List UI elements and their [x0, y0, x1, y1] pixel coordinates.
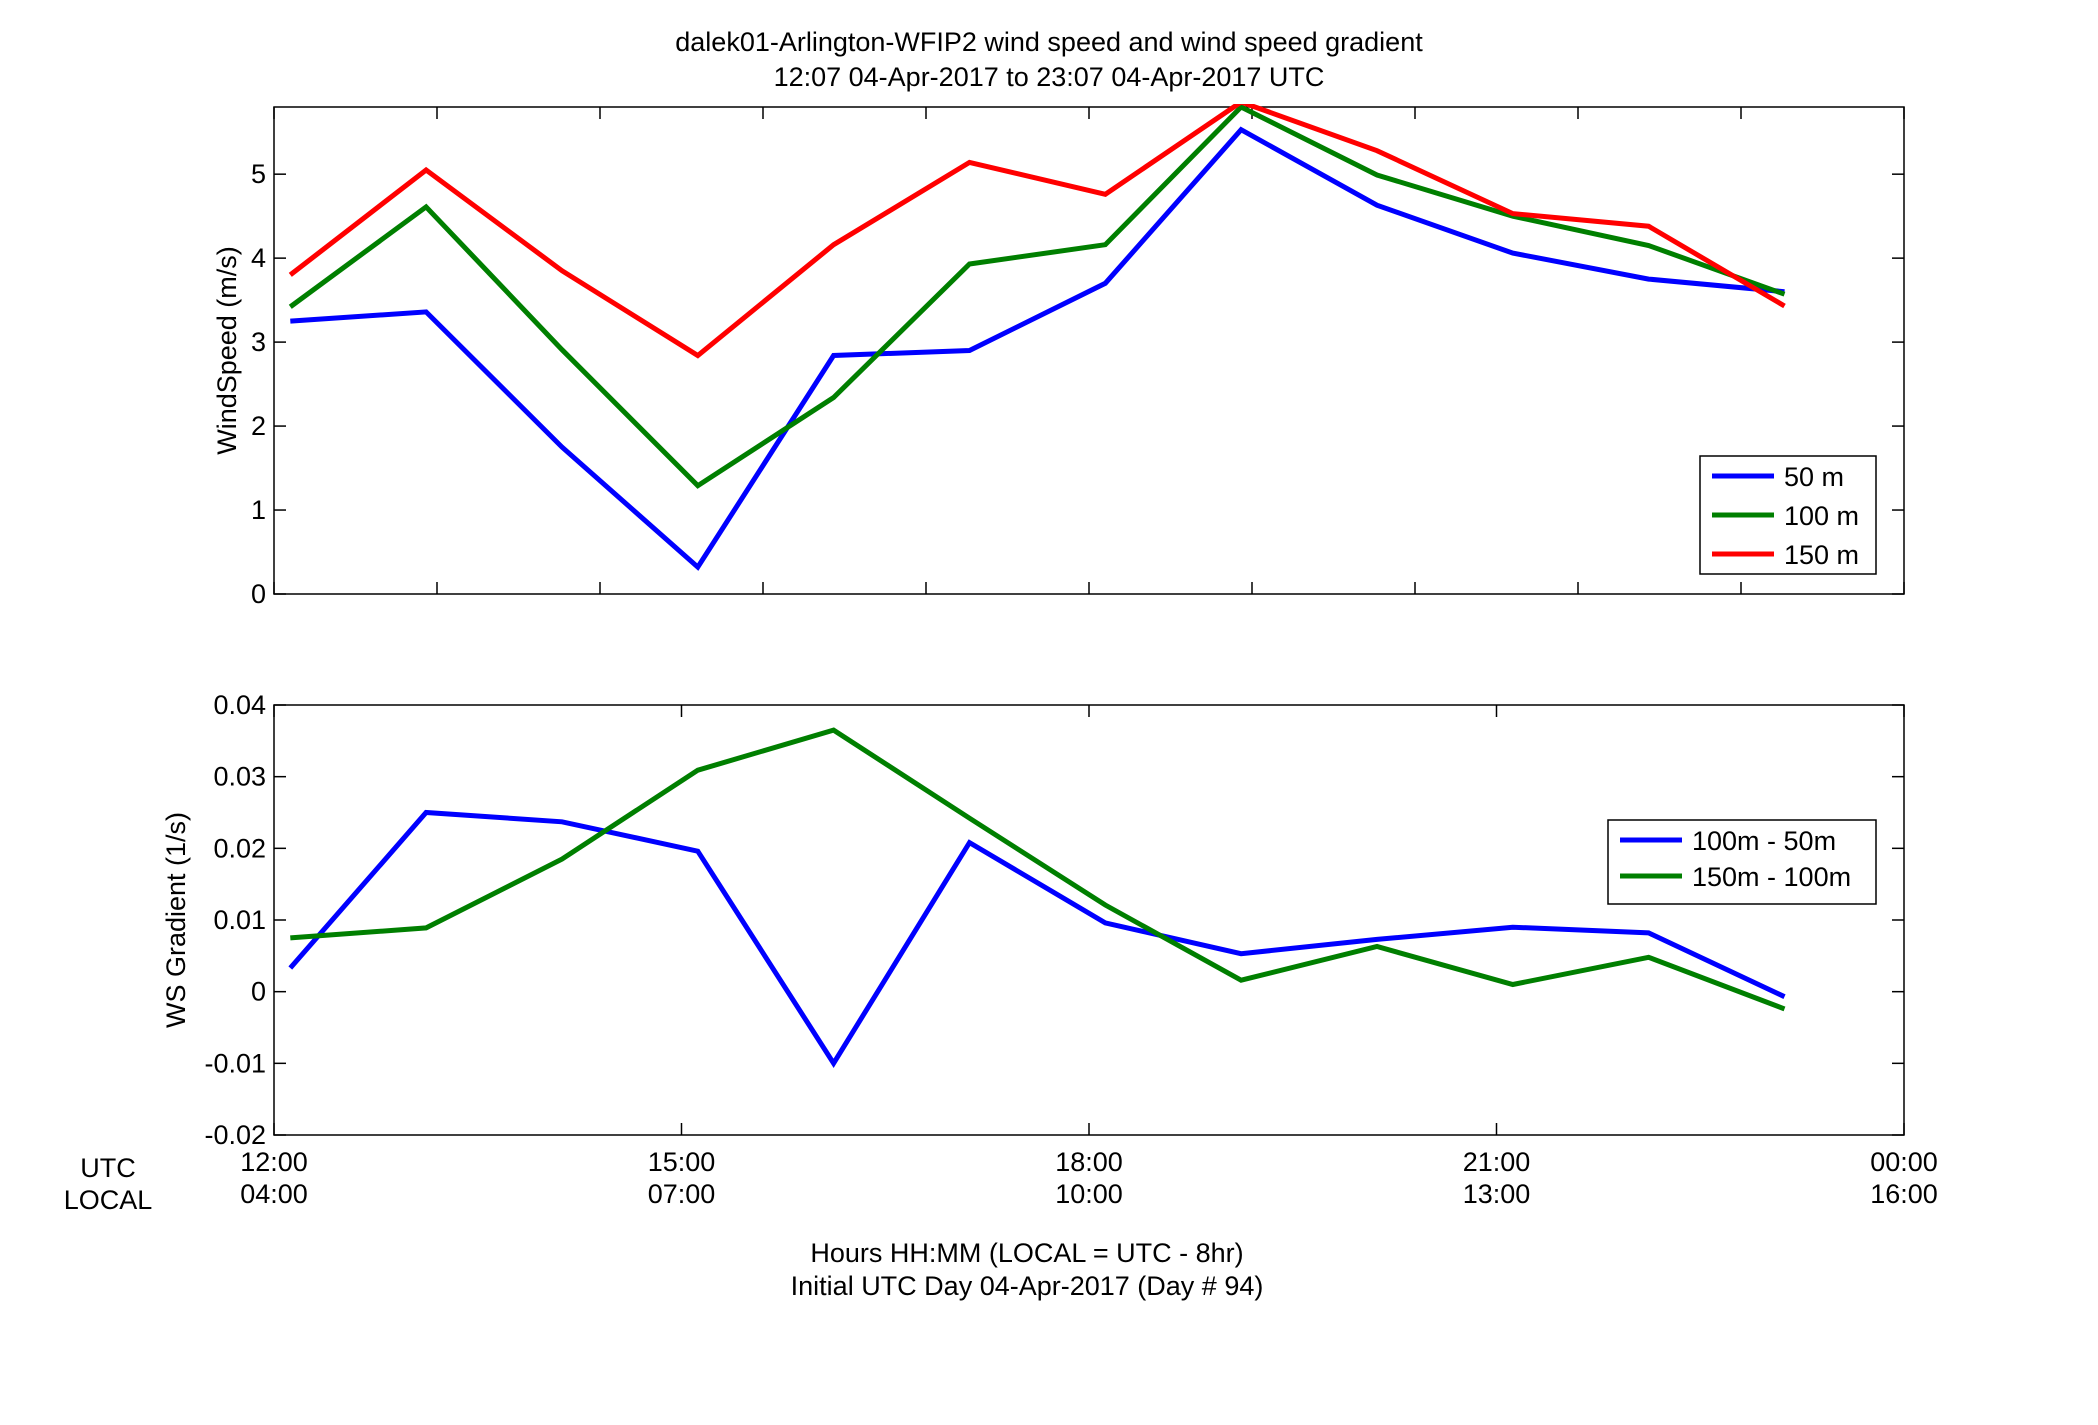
y-tick-label: 5	[251, 159, 266, 189]
y-tick-label: 4	[251, 243, 266, 273]
x-tick-label-utc: 15:00	[648, 1147, 716, 1177]
y-tick-label: 3	[251, 327, 266, 357]
gradient-panel: -0.02 -0.01 0 0.01 0.02 0.03 0.04 WS Gradient (…	[161, 690, 1905, 1150]
x-tick-label-utc: 12:00	[240, 1147, 308, 1177]
x-tick-label-local: 10:00	[1055, 1179, 1123, 1209]
y-tick-label: 0.04	[213, 690, 266, 720]
utc-row-label: UTC	[80, 1153, 136, 1183]
plot-frame	[273, 106, 1905, 595]
y-tick-label: 0	[251, 579, 266, 609]
y-axis-label: WindSpeed (m/s)	[212, 246, 242, 455]
legend-label: 100m - 50m	[1692, 826, 1836, 856]
series-line	[290, 126, 1785, 571]
y-tick-label: 0	[251, 977, 266, 1007]
x-tick-label-local: 16:00	[1870, 1179, 1938, 1209]
x-tick-label-utc: 18:00	[1055, 1147, 1123, 1177]
series-line	[288, 809, 1786, 1069]
series-line	[288, 104, 1786, 489]
y-tick-label: -0.01	[204, 1048, 266, 1078]
legend: 100m - 50m 150m - 100m	[1607, 819, 1877, 905]
x-tick-label-utc: 21:00	[1463, 1147, 1531, 1177]
chart-title: dalek01-Arlington-WFIP2 wind speed and w…	[675, 27, 1423, 57]
x-tick-label-utc: 00:00	[1870, 1147, 1938, 1177]
x-tick-label-local: 13:00	[1463, 1179, 1531, 1209]
y-tick-label: 0.02	[213, 833, 266, 863]
legend-label: 150 m	[1784, 540, 1859, 570]
x-tick-label-local: 04:00	[240, 1179, 308, 1209]
x-tick-label-local: 07:00	[648, 1179, 716, 1209]
x-axis-label: Hours HH:MM (LOCAL = UTC - 8hr)	[810, 1238, 1243, 1268]
y-tick-label: 2	[251, 411, 266, 441]
plot-frame	[273, 704, 1905, 1136]
x-axis-sublabel: Initial UTC Day 04-Apr-2017 (Day # 94)	[791, 1271, 1264, 1301]
legend-label: 100 m	[1784, 501, 1859, 531]
series-line	[288, 104, 1786, 359]
y-tick-label: 0.01	[213, 905, 266, 935]
windspeed-panel: 0 1 2 3 4 5 WindSpeed (m/s) 50 m 100 m 150 m	[212, 104, 1905, 609]
y-axis-label: WS Gradient (1/s)	[161, 812, 191, 1028]
y-tick-label: 0.03	[213, 762, 266, 792]
local-row-label: LOCAL	[64, 1185, 153, 1215]
legend-label: 150m - 100m	[1692, 862, 1851, 892]
legend-label: 50 m	[1784, 462, 1844, 492]
series-line	[290, 727, 1786, 1012]
y-tick-label: 1	[251, 495, 266, 525]
chart-subtitle: 12:07 04-Apr-2017 to 23:07 04-Apr-2017 U…	[774, 62, 1325, 92]
legend: 50 m 100 m 150 m	[1699, 455, 1877, 575]
y-tick-label: -0.02	[204, 1120, 266, 1150]
legend-box	[1607, 819, 1877, 905]
